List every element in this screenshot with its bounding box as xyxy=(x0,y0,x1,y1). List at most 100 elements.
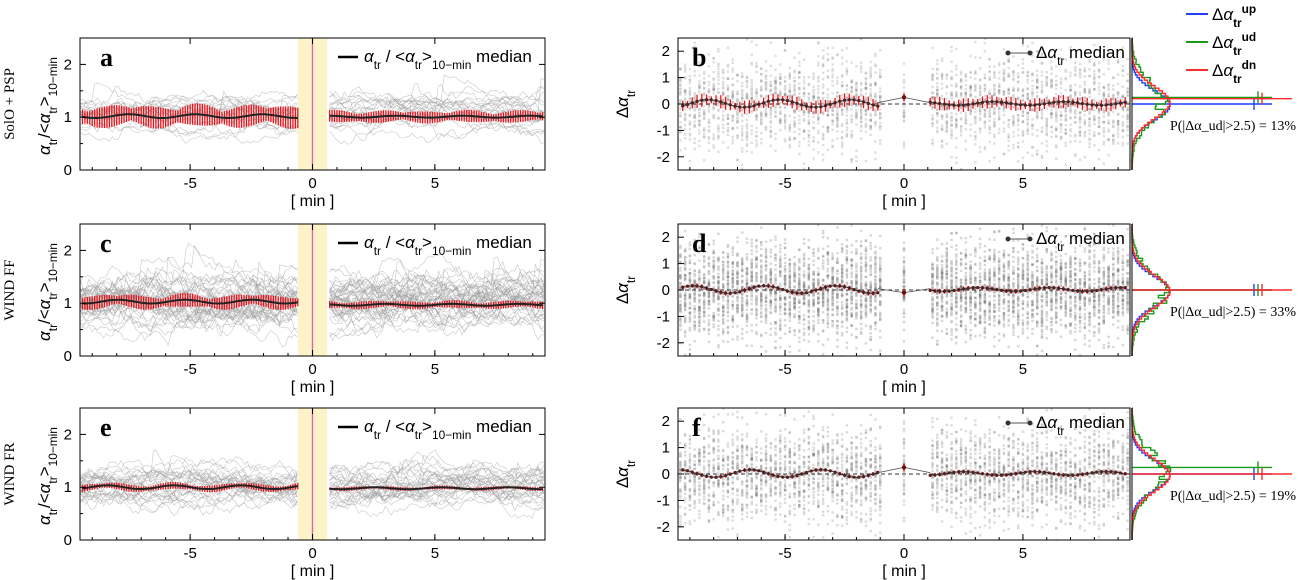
scatter-point xyxy=(755,114,758,118)
scatter-point xyxy=(955,90,958,94)
scatter-point xyxy=(683,291,687,294)
scatter-point xyxy=(821,247,825,250)
scatter-point xyxy=(702,300,706,304)
scatter-point xyxy=(1045,83,1048,86)
scatter-point xyxy=(702,111,706,114)
scatter-point xyxy=(688,343,692,347)
scatter-point xyxy=(1012,78,1015,82)
scatter-point xyxy=(879,279,882,283)
scatter-point xyxy=(774,304,777,308)
scatter-point xyxy=(698,306,701,310)
scatter-point xyxy=(836,309,839,313)
scatter-point xyxy=(1112,120,1115,124)
scatter-point xyxy=(974,86,977,89)
scatter-point xyxy=(736,282,739,285)
scatter-point xyxy=(688,268,692,271)
scatter-point xyxy=(855,251,858,255)
scatter-point xyxy=(1050,78,1053,82)
scatter-point xyxy=(755,273,758,277)
scatter-point xyxy=(726,117,730,120)
scatter-point xyxy=(812,263,815,266)
scatter-point xyxy=(702,287,706,290)
scatter-point xyxy=(821,110,825,114)
scatter-point xyxy=(1021,67,1025,70)
scatter-point xyxy=(1116,123,1120,126)
scatter-point xyxy=(840,284,844,287)
scatter-point xyxy=(736,104,739,107)
scatter-point xyxy=(850,264,853,267)
scatter-point xyxy=(741,309,744,313)
scatter-point xyxy=(717,50,720,53)
scatter-point xyxy=(702,301,706,304)
scatter-point xyxy=(731,94,734,97)
scatter-point xyxy=(1050,135,1053,139)
scatter-point xyxy=(855,289,858,293)
scatter-point xyxy=(969,105,972,109)
scatter-point xyxy=(807,82,811,86)
scatter-point xyxy=(1002,62,1006,65)
scatter-point xyxy=(736,338,739,341)
scatter-point xyxy=(1016,72,1020,75)
scatter-point xyxy=(683,320,687,323)
scatter-point xyxy=(855,104,858,108)
scatter-point xyxy=(840,101,844,105)
scatter-point xyxy=(755,98,758,101)
scatter-point xyxy=(798,118,801,122)
scatter-point xyxy=(936,77,939,80)
scatter-point xyxy=(988,140,991,144)
scatter-point xyxy=(793,93,796,96)
scatter-point xyxy=(712,267,715,271)
scatter-point xyxy=(1055,115,1058,119)
scatter-point xyxy=(1016,76,1020,79)
scatter-point xyxy=(978,113,982,116)
scatter-point xyxy=(1040,130,1044,134)
trace-line xyxy=(80,266,545,311)
scatter-point xyxy=(807,274,811,278)
scatter-point xyxy=(974,100,977,104)
scatter-point xyxy=(764,112,768,116)
scatter-point xyxy=(1121,94,1125,97)
scatter-point xyxy=(869,244,872,248)
scatter-point xyxy=(793,93,796,96)
scatter-point xyxy=(879,101,882,105)
scatter-point xyxy=(788,286,792,290)
scatter-point xyxy=(874,281,877,285)
scatter-point xyxy=(760,142,763,145)
scatter-point xyxy=(779,117,782,120)
scatter-point xyxy=(722,83,725,86)
scatter-point xyxy=(717,275,720,279)
scatter-point xyxy=(864,99,868,103)
scatter-point xyxy=(855,160,858,163)
scatter-point xyxy=(855,111,858,114)
scatter-point xyxy=(736,107,739,111)
scatter-point xyxy=(774,291,777,294)
scatter-point xyxy=(755,258,758,261)
scatter-point xyxy=(750,295,753,298)
scatter-point xyxy=(712,146,715,149)
scatter-point xyxy=(712,82,715,86)
scatter-point xyxy=(707,149,711,153)
scatter-point xyxy=(850,101,853,104)
scatter-point xyxy=(698,306,701,309)
scatter-point xyxy=(693,245,696,248)
scatter-point xyxy=(826,267,830,271)
scatter-point xyxy=(1097,75,1101,79)
scatter-point xyxy=(936,322,939,326)
scatter-point xyxy=(955,119,958,122)
scatter-point xyxy=(1055,74,1058,78)
scatter-point xyxy=(1093,116,1096,119)
scatter-point xyxy=(1040,86,1044,89)
scatter-point xyxy=(731,273,734,276)
scatter-point xyxy=(679,149,682,152)
scatter-point xyxy=(936,282,939,286)
scatter-point xyxy=(859,278,863,282)
scatter-point xyxy=(850,114,853,117)
scatter-point xyxy=(1069,98,1072,102)
scatter-point xyxy=(836,252,839,255)
scatter-point xyxy=(859,281,863,284)
scatter-point xyxy=(1116,122,1120,125)
scatter-point xyxy=(774,306,777,309)
scatter-point xyxy=(978,86,982,89)
scatter-point xyxy=(750,244,753,248)
scatter-point xyxy=(931,91,934,95)
